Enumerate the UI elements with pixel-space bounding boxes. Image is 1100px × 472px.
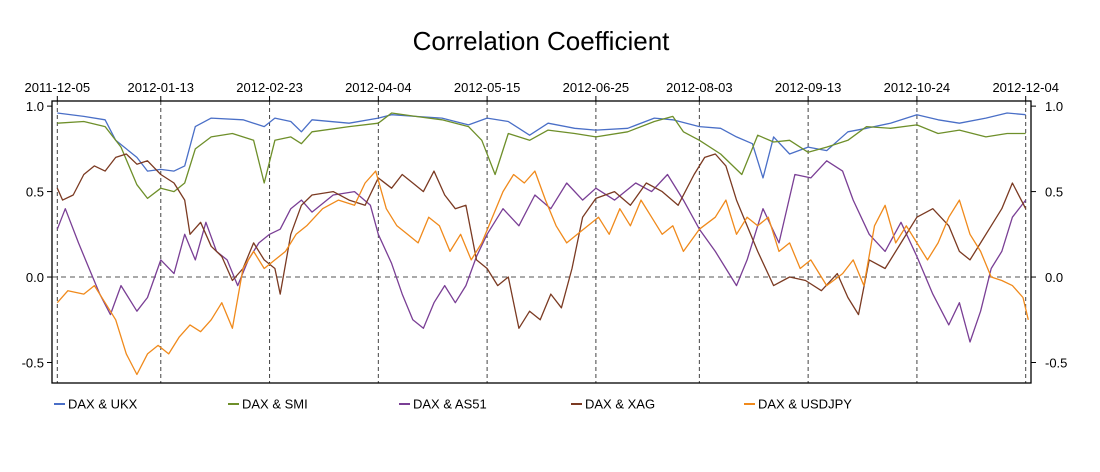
legend-label-0: DAX & UKX <box>68 397 138 412</box>
x-tick-label-2: 2012-02-23 <box>236 80 303 95</box>
series-layer <box>56 112 1029 376</box>
x-tick-label-6: 2012-08-03 <box>666 80 733 95</box>
series-line-4 <box>56 170 1029 376</box>
series-line-0 <box>57 112 1026 179</box>
legend-label-4: DAX & USDJPY <box>758 397 852 412</box>
legend-label-2: DAX & AS51 <box>413 397 487 412</box>
legend-label-1: DAX & SMI <box>242 397 308 412</box>
y-left-tick-label-3: -0.5 <box>22 355 44 370</box>
x-axis-ticks: 2011-12-05 2012-01-13 2012-02-23 2012-04-04… <box>25 80 1059 101</box>
series-line-3 <box>56 153 1027 329</box>
y-left-tick-label-1: 0.5 <box>26 185 44 200</box>
x-tick-label-4: 2012-05-15 <box>454 80 521 95</box>
y-right-tick-label-0: 1.0 <box>1045 99 1063 114</box>
y-right-tick-label-3: -0.5 <box>1045 355 1067 370</box>
x-tick-label-0: 2011-12-05 <box>25 80 91 95</box>
x-tick-label-9: 2012-12-04 <box>992 80 1059 95</box>
y-right-tick-label-1: 0.5 <box>1045 185 1063 200</box>
y-left-tick-label-0: 1.0 <box>26 99 44 114</box>
x-tick-label-1: 2012-01-13 <box>128 80 195 95</box>
series-line-2 <box>56 160 1027 343</box>
y-right-tick-label-2: 0.0 <box>1045 270 1063 285</box>
grid-layer <box>52 101 1031 383</box>
legend: DAX & UKX DAX & SMI DAX & AS51 DAX & XAG DAX… <box>54 397 852 412</box>
x-tick-label-3: 2012-04-04 <box>345 80 412 95</box>
plot-frame <box>51 100 1032 384</box>
chart-title: Correlation Coefficient <box>413 26 671 56</box>
x-tick-label-7: 2012-09-13 <box>775 80 842 95</box>
series-line-1 <box>57 112 1026 200</box>
x-tick-label-5: 2012-06-25 <box>563 80 630 95</box>
y-axis-left-ticks: 1.0 0.5 0.0 -0.5 <box>22 99 52 370</box>
legend-label-3: DAX & XAG <box>585 397 655 412</box>
y-axis-right-ticks: 1.0 0.5 0.0 -0.5 <box>1031 99 1067 370</box>
y-left-tick-label-2: 0.0 <box>26 270 44 285</box>
x-tick-label-8: 2012-10-24 <box>884 80 951 95</box>
